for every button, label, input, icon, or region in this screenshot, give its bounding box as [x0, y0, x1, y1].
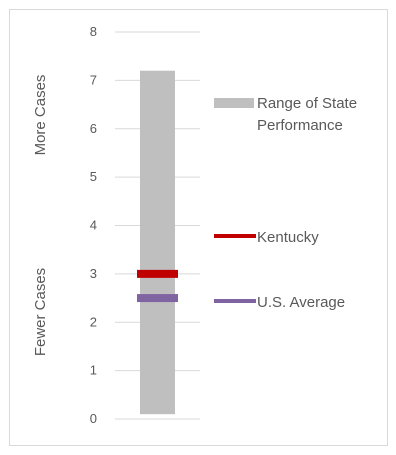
y-tick-label: 6: [90, 121, 97, 136]
fewer-cases-label: Fewer Cases: [32, 268, 49, 356]
legend-us-average-swatch: [214, 299, 256, 303]
more-cases-label: More Cases: [32, 75, 49, 156]
legend-kentucky-swatch: [214, 234, 256, 238]
kentucky-marker: [137, 269, 178, 278]
chart-frame: [9, 9, 388, 446]
legend-range-label-line1: Range of State: [257, 95, 357, 112]
legend: Range of State Performance Kentucky U.S.…: [214, 95, 357, 311]
y-axis-ticks: 0 1 2 3 4 5 6 7 8: [90, 24, 97, 426]
legend-range-swatch: [214, 98, 254, 108]
legend-us-average-label: U.S. Average: [257, 294, 345, 311]
y-tick-label: 2: [90, 314, 97, 329]
y-tick-label: 1: [90, 363, 97, 378]
y-tick-label: 3: [90, 266, 97, 281]
legend-kentucky-label: Kentucky: [257, 229, 319, 246]
us-average-marker: [137, 294, 178, 303]
y-tick-label: 7: [90, 72, 97, 87]
range-bar: [140, 70, 175, 415]
y-tick-label: 8: [90, 24, 97, 39]
y-tick-label: 4: [90, 218, 97, 233]
legend-range-label-line2: Performance: [257, 117, 343, 134]
y-tick-label: 0: [90, 411, 97, 426]
y-tick-label: 5: [90, 169, 97, 184]
